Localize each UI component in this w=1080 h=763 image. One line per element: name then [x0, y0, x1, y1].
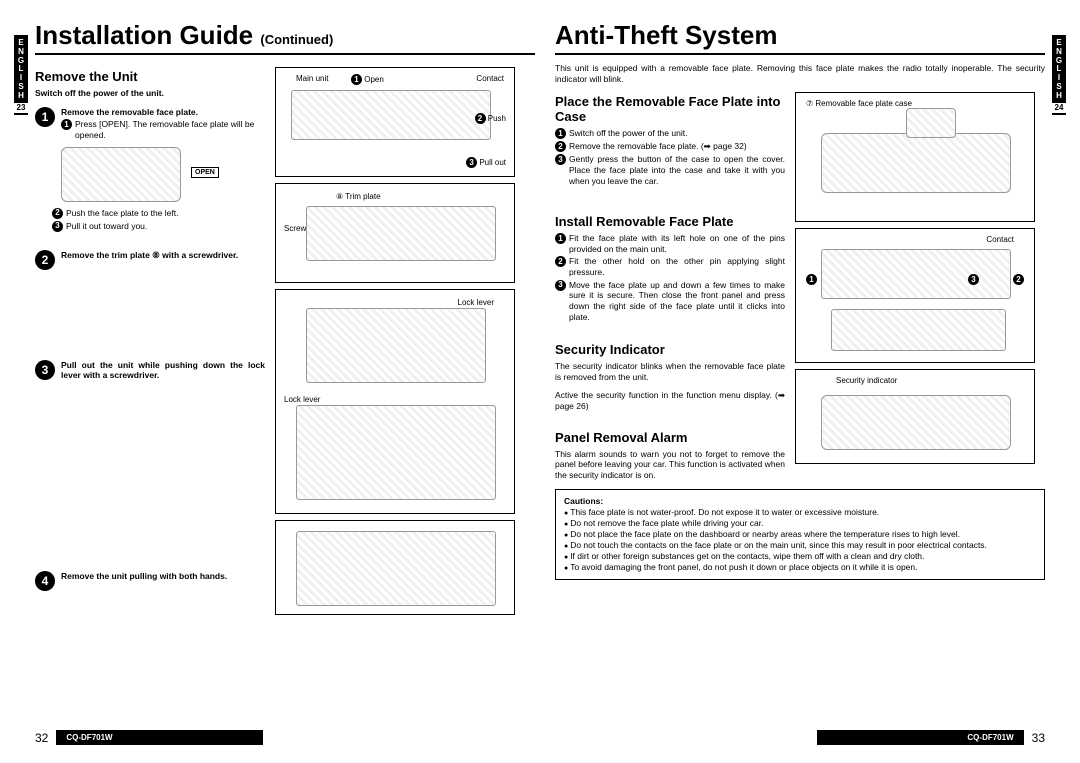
security-illustration: [821, 395, 1011, 450]
caution-item: To avoid damaging the front panel, do no…: [564, 562, 1036, 573]
lock-illustration-1: [306, 308, 486, 383]
sec2-c: Move the face plate up and down a few ti…: [569, 280, 785, 323]
sec4-heading: Panel Removal Alarm: [555, 430, 785, 445]
sec2-b: Fit the other hold on the other pin appl…: [569, 256, 785, 277]
install-illustration-1: [821, 249, 1011, 299]
model-bar-right: CQ-DF701W: [817, 730, 1023, 745]
open-label: OPEN: [191, 167, 219, 178]
step1-c: Pull it out toward you.: [66, 221, 147, 232]
title-left: Installation Guide (Continued): [35, 20, 535, 51]
step1-a: Press [OPEN]. The removable face plate w…: [75, 119, 265, 140]
step-1-badge: 1: [35, 107, 55, 127]
cautions-heading: Cautions:: [564, 496, 1036, 507]
sec2-a: Fit the face plate with its left hole on…: [569, 233, 785, 254]
model-bar-left: CQ-DF701W: [56, 730, 262, 745]
step-2-badge: 2: [35, 250, 55, 270]
lock-illustration-2: [296, 405, 496, 500]
sec1-heading: Place the Removable Face Plate into Case: [555, 94, 785, 124]
sec3-heading: Security Indicator: [555, 342, 785, 357]
figure-case: ⑦ Removable face plate case: [795, 92, 1035, 222]
figure-security: Security indicator: [795, 369, 1035, 464]
step3-head: Pull out the unit while pushing down the…: [61, 360, 265, 381]
step1-head: Remove the removable face plate.: [61, 107, 265, 118]
side-tab-left: ENGLISH 23: [14, 35, 28, 115]
sec4-p: This alarm sounds to warn you not to for…: [555, 449, 785, 481]
sec1-c: Gently press the button of the case to o…: [569, 154, 785, 186]
title-right: Anti-Theft System: [555, 20, 1045, 51]
cautions-box: Cautions: This face plate is not water-p…: [555, 489, 1045, 581]
sec3-p2: Active the security function in the func…: [555, 390, 785, 411]
step-4-badge: 4: [35, 571, 55, 591]
hand-illustration: [906, 108, 956, 138]
intro-text: This unit is equipped with a removable f…: [555, 63, 1045, 84]
install-illustration-2: [831, 309, 1006, 351]
figure-1: Main unit 1 Open Contact 2 Push 3 Pull o…: [275, 67, 515, 177]
tab-num-right: 24: [1052, 103, 1066, 114]
step-3-badge: 3: [35, 360, 55, 380]
step1-b: Push the face plate to the left.: [66, 208, 178, 219]
main-unit-illustration: [291, 90, 491, 140]
sec3-p1: The security indicator blinks when the r…: [555, 361, 785, 382]
faceplate-illustration: [61, 147, 181, 202]
pull-illustration: [296, 531, 496, 606]
page-num-left: 32: [35, 731, 48, 745]
tab-num-left: 23: [14, 103, 28, 114]
page-right: Anti-Theft System This unit is equipped …: [555, 20, 1045, 743]
remove-unit-heading: Remove the Unit: [35, 69, 265, 84]
side-tab-right: ENGLISH 24: [1052, 35, 1066, 115]
sec2-heading: Install Removable Face Plate: [555, 214, 785, 229]
page-left: Installation Guide (Continued) Remove th…: [35, 20, 535, 743]
figure-install: Contact 1 3 2: [795, 228, 1035, 363]
footer-left: 32 CQ-DF701W: [35, 730, 263, 745]
caution-item: This face plate is not water-proof. Do n…: [564, 507, 1036, 518]
caution-item: Do not place the face plate on the dashb…: [564, 529, 1036, 540]
trim-illustration: [306, 206, 496, 261]
caution-item: Do not touch the contacts on the face pl…: [564, 540, 1036, 551]
figure-2: ⑧ Trim plate Screwdriver: [275, 183, 515, 283]
sec1-a: Switch off the power of the unit.: [569, 128, 687, 139]
step2-head: Remove the trim plate ⑧ with a screwdriv…: [61, 250, 265, 261]
cautions-list: This face plate is not water-proof. Do n…: [564, 507, 1036, 574]
step4-head: Remove the unit pulling with both hands.: [61, 571, 265, 582]
figure-3: Lock lever Lock lever: [275, 289, 515, 514]
footer-right: 33 CQ-DF701W: [817, 730, 1045, 745]
switch-off: Switch off the power of the unit.: [35, 88, 265, 99]
sec1-b: Remove the removable face plate. (➡ page…: [569, 141, 747, 152]
figure-4: [275, 520, 515, 615]
caution-item: If dirt or other foreign substances get …: [564, 551, 1036, 562]
case-illustration: [821, 133, 1011, 193]
caution-item: Do not remove the face plate while drivi…: [564, 518, 1036, 529]
page-num-right: 33: [1032, 731, 1045, 745]
